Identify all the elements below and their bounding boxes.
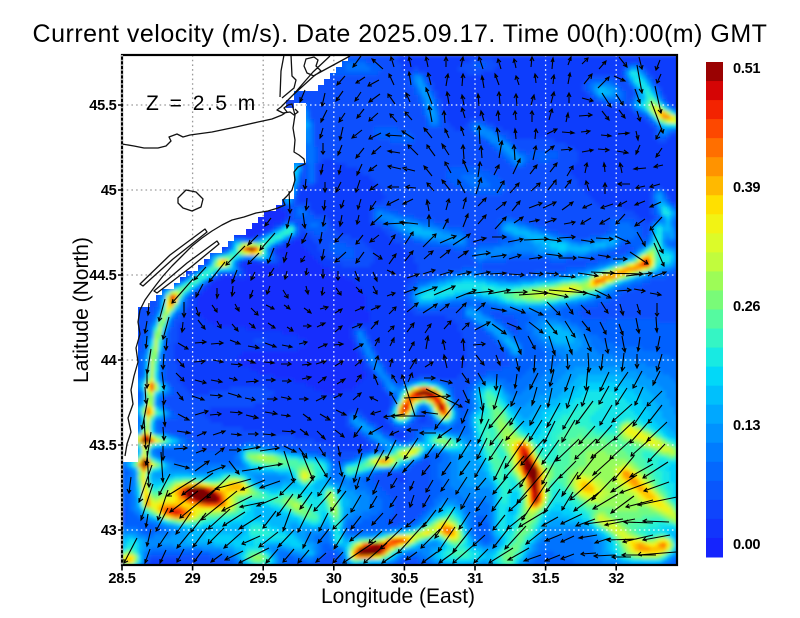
svg-text:0.51: 0.51 [733,61,760,77]
svg-text:0.00: 0.00 [733,537,760,553]
svg-text:30.5: 30.5 [391,571,418,587]
svg-text:31: 31 [467,571,483,587]
svg-text:32: 32 [608,571,624,587]
svg-text:0.13: 0.13 [733,418,760,434]
svg-text:29.5: 29.5 [250,571,277,587]
svg-text:Z = 2.5 m: Z = 2.5 m [146,92,258,115]
svg-text:44.5: 44.5 [89,268,116,284]
svg-text:45: 45 [101,183,117,199]
svg-text:29: 29 [185,571,201,587]
svg-text:43.5: 43.5 [89,438,116,454]
svg-text:0.26: 0.26 [733,299,760,315]
svg-text:43: 43 [101,523,117,539]
svg-text:44: 44 [101,353,118,369]
svg-text:Current velocity (m/s). Date 2: Current velocity (m/s). Date 2025.09.17.… [33,20,768,48]
svg-text:0.39: 0.39 [733,180,760,196]
svg-text:Longitude (East): Longitude (East) [321,585,475,608]
svg-text:31.5: 31.5 [532,571,559,587]
svg-text:30: 30 [326,571,342,587]
svg-text:28.5: 28.5 [108,571,135,587]
svg-text:45.5: 45.5 [89,98,116,114]
svg-text:Latitude (North): Latitude (North) [70,237,93,383]
